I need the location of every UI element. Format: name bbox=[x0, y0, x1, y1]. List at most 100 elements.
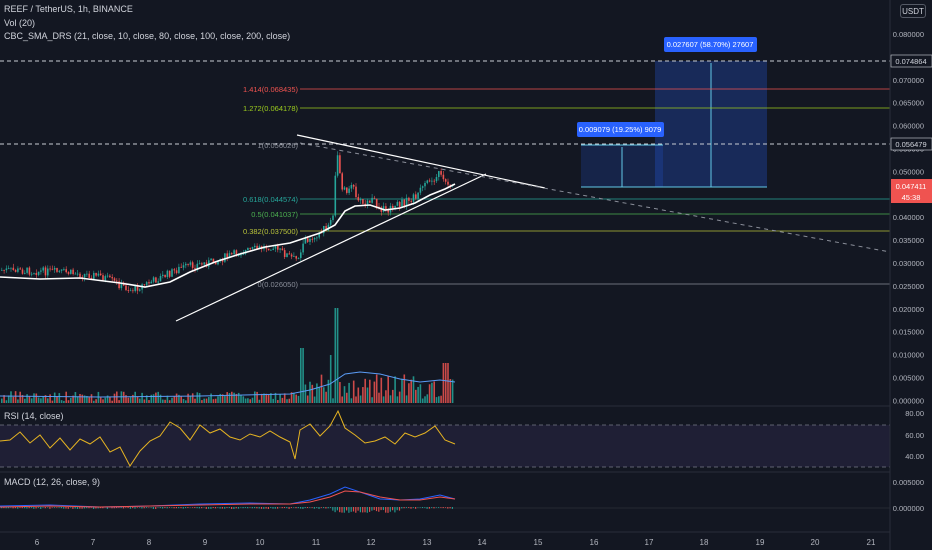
candle-body bbox=[104, 276, 107, 281]
candle-body bbox=[81, 277, 84, 278]
volume-bar bbox=[26, 394, 28, 403]
time-axis-label: 11 bbox=[312, 538, 321, 547]
volume-bar bbox=[415, 389, 417, 403]
macd-hist-bar bbox=[343, 507, 345, 513]
volume-bar bbox=[336, 308, 339, 403]
volume-bar bbox=[224, 395, 226, 403]
trend-line-lower[interactable] bbox=[175, 173, 487, 322]
candle-body bbox=[120, 282, 123, 289]
time-axis-label: 19 bbox=[756, 538, 765, 547]
macd-hist-bar bbox=[405, 507, 407, 508]
macd-hist-bar bbox=[228, 507, 230, 509]
candle-body bbox=[47, 268, 49, 276]
volume-bar bbox=[201, 400, 203, 403]
macd-hist-bar bbox=[79, 507, 81, 509]
volume-bar bbox=[270, 393, 272, 403]
macd-hist-bar bbox=[336, 507, 338, 511]
candle-body bbox=[95, 272, 97, 276]
candle-body bbox=[116, 280, 118, 282]
volume-bar bbox=[205, 398, 208, 403]
volume-bar bbox=[398, 391, 401, 403]
time-axis-label: 10 bbox=[256, 538, 265, 547]
candle-body bbox=[231, 253, 233, 255]
candle-body bbox=[74, 273, 77, 275]
candle-body bbox=[359, 199, 362, 201]
volume-bar bbox=[113, 393, 116, 403]
price-axis-label: 0.070000 bbox=[893, 76, 924, 85]
currency-button[interactable]: USDT bbox=[900, 4, 926, 18]
macd-hist-bar bbox=[164, 507, 166, 508]
rsi-indicator-label[interactable]: RSI (14, close) bbox=[4, 411, 64, 421]
volume-bar bbox=[444, 363, 447, 403]
macd-hist-bar bbox=[7, 507, 10, 509]
trend-line-upper[interactable] bbox=[296, 134, 546, 189]
volume-bar bbox=[102, 399, 104, 403]
macd-hist-bar bbox=[283, 507, 286, 509]
macd-hist-bar bbox=[300, 507, 302, 509]
macd-hist-bar bbox=[293, 507, 295, 508]
volume-bar bbox=[53, 392, 56, 403]
candle-body bbox=[272, 248, 274, 250]
candle-body bbox=[60, 269, 63, 271]
candle-body bbox=[198, 263, 201, 265]
macd-indicator-label[interactable]: MACD (12, 26, close, 9) bbox=[4, 477, 101, 487]
volume-bar bbox=[180, 396, 182, 403]
macd-hist-bar bbox=[355, 507, 357, 513]
macd-hist-bar bbox=[1, 507, 3, 509]
volume-bar bbox=[189, 395, 192, 403]
volume-bar bbox=[371, 397, 373, 403]
macd-hist-bar bbox=[242, 507, 244, 509]
volume-bar bbox=[231, 391, 233, 403]
symbol-title[interactable]: REEF / TetherUS, 1h, BINANCE bbox=[4, 4, 133, 14]
macd-hist-bar bbox=[369, 507, 371, 512]
macd-hist-bar bbox=[132, 507, 134, 509]
macd-hist-bar bbox=[398, 507, 401, 511]
candle-body bbox=[415, 194, 417, 199]
macd-hist-bar bbox=[166, 507, 168, 509]
macd-hist-bar bbox=[136, 507, 138, 508]
macd-hist-bar bbox=[19, 507, 21, 508]
time-axis-label: 9 bbox=[203, 538, 208, 547]
volume-bar bbox=[44, 395, 47, 403]
candle-body bbox=[44, 267, 47, 276]
macd-hist-bar bbox=[431, 507, 433, 508]
rsi-line bbox=[0, 409, 456, 467]
candle-body bbox=[387, 209, 389, 213]
sma-indicator-label[interactable]: CBC_SMA_DRS (21, close, 10, close, 80, c… bbox=[4, 31, 291, 41]
price-axis-label: 0.005000 bbox=[893, 374, 924, 383]
macd-hist-bar bbox=[231, 507, 233, 509]
price-axis-label: 0.035000 bbox=[893, 236, 924, 245]
candle-body bbox=[79, 273, 81, 278]
measure-label-1: 0.009079 (19.25%) 9079 bbox=[579, 125, 662, 134]
macd-hist-bar bbox=[339, 507, 341, 513]
volume-indicator-label[interactable]: Vol (20) bbox=[4, 18, 36, 28]
macd-hist-bar bbox=[205, 507, 207, 509]
candle-body bbox=[88, 273, 90, 278]
candle-body bbox=[350, 184, 353, 189]
volume-bar bbox=[122, 391, 125, 403]
volume-bar bbox=[263, 393, 265, 403]
volume-bar bbox=[127, 397, 130, 403]
candle-body bbox=[111, 277, 113, 279]
macd-hist-bar bbox=[168, 507, 171, 508]
volume-bar bbox=[313, 396, 316, 403]
candle-body bbox=[277, 245, 279, 250]
time-axis-label: 8 bbox=[147, 538, 152, 547]
macd-hist-bar bbox=[67, 507, 69, 509]
volume-bar bbox=[369, 379, 371, 403]
macd-hist-bar bbox=[122, 507, 125, 509]
macd-hist-bar bbox=[359, 507, 361, 513]
candle-body bbox=[447, 181, 449, 185]
volume-bar bbox=[256, 391, 258, 403]
fib-label-0618: 0.618(0.044574) bbox=[243, 195, 299, 204]
candle-body bbox=[148, 282, 150, 284]
candle-body bbox=[42, 267, 44, 271]
candle-body bbox=[369, 200, 371, 203]
candle-body bbox=[329, 220, 332, 225]
candle-body bbox=[242, 253, 245, 255]
price-tag-top-bg bbox=[890, 54, 932, 68]
candle-body bbox=[286, 253, 288, 257]
macd-hist-bar bbox=[171, 507, 173, 508]
